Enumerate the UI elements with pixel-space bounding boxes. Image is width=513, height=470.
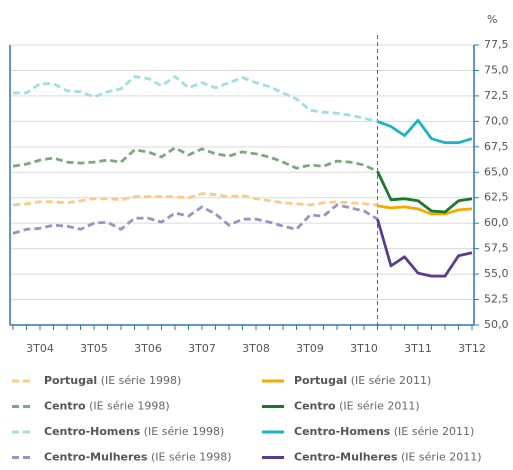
y-tick-label: 57,5	[484, 242, 509, 255]
legend-note: (IE série 2011)	[390, 425, 474, 438]
series-line	[12, 192, 378, 207]
x-tick-label: 3T11	[404, 342, 432, 355]
legend-label: Centro (IE série 2011)	[294, 400, 420, 413]
y-tick-label: 50,0	[484, 318, 509, 331]
x-tick-label: 3T08	[242, 342, 270, 355]
x-tick-label: 3T05	[80, 342, 108, 355]
legend-name: Portugal	[44, 374, 97, 387]
y-tick-label: 60,0	[484, 216, 509, 229]
legend-label: Centro-Homens (IE série 2011)	[294, 425, 474, 438]
legend-label: Portugal (IE série 2011)	[294, 374, 431, 387]
legend-note: (IE série 2011)	[347, 374, 431, 387]
legend-note: (IE série 2011)	[397, 451, 481, 464]
y-tick-label: 77,5	[484, 38, 509, 51]
series-line	[13, 75, 378, 123]
legend-note: (IE série 2011)	[336, 400, 420, 413]
legend-note: (IE série 1998)	[147, 451, 231, 464]
series-line	[377, 118, 473, 145]
series-line	[12, 203, 379, 235]
y-tick-label: 62,5	[484, 191, 509, 204]
legend-name: Centro-Mulheres	[294, 451, 398, 464]
legend-name: Centro-Mulheres	[44, 451, 148, 464]
legend-label: Portugal (IE série 1998)	[44, 374, 181, 387]
x-tick-label: 3T06	[134, 342, 162, 355]
legend-name: Centro	[44, 400, 86, 413]
legend-label: Centro-Mulheres (IE série 1998)	[44, 451, 232, 464]
y-axis-label: %	[487, 13, 497, 26]
x-tick-label: 3T09	[296, 342, 324, 355]
legend-label: Centro-Homens (IE série 1998)	[44, 425, 224, 438]
y-tick-label: 52,5	[484, 293, 509, 306]
series-line	[377, 204, 473, 216]
series-line	[376, 170, 473, 214]
series-line	[376, 218, 473, 278]
legend-name: Centro-Homens	[44, 425, 141, 438]
y-tick-label: 72,5	[484, 89, 509, 102]
y-tick-label: 75,0	[484, 63, 509, 76]
legend-name: Portugal	[294, 374, 347, 387]
legend-name: Centro	[294, 400, 336, 413]
y-tick-label: 55,0	[484, 267, 509, 280]
y-tick-label: 70,0	[484, 114, 509, 127]
legend-note: (IE série 1998)	[97, 374, 181, 387]
x-tick-label: 3T10	[350, 342, 378, 355]
y-tick-label: 65,0	[484, 165, 509, 178]
legend-name: Centro-Homens	[294, 425, 391, 438]
legend-note: (IE série 1998)	[86, 400, 170, 413]
x-tick-label: 3T12	[458, 342, 486, 355]
legend-label: Centro-Mulheres (IE série 2011)	[294, 451, 482, 464]
x-tick-label: 3T07	[188, 342, 216, 355]
legend-note: (IE série 1998)	[140, 425, 224, 438]
legend-label: Centro (IE série 1998)	[44, 400, 170, 413]
y-tick-label: 67,5	[484, 140, 509, 153]
x-tick-label: 3T04	[26, 342, 54, 355]
series-line	[12, 146, 379, 173]
